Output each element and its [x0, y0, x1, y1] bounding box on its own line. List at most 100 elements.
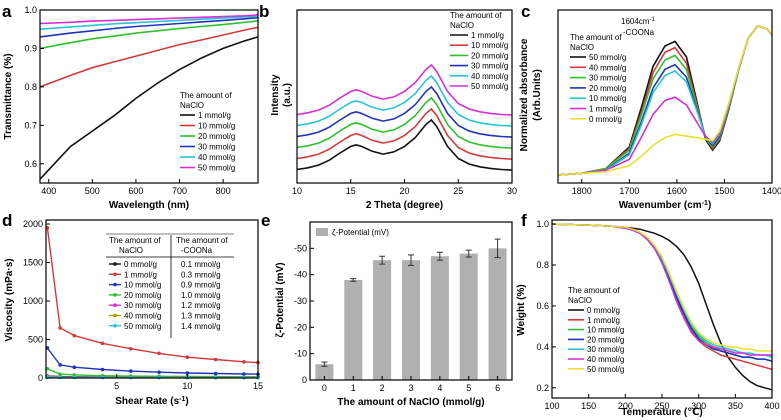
series-line-20mmolg — [296, 96, 513, 149]
bar-0 — [315, 364, 334, 380]
bar-2 — [373, 260, 392, 380]
x-tick-label: 100 — [544, 401, 559, 411]
legend-marker — [113, 272, 117, 277]
panel-c: 1800 1700 1600 1500 1400 Wavenumber (cm-1) Nor… — [519, 2, 781, 211]
series-line-1mmolg — [39, 36, 259, 180]
x-tick-label: 400 — [41, 186, 56, 196]
x-tick-label: 200 — [618, 401, 633, 411]
data-marker — [129, 346, 133, 351]
x-tick-label: 20 — [399, 186, 409, 196]
table-header: -COONa — [181, 246, 213, 255]
legend-entry: 20 mmol/g — [471, 51, 508, 60]
data-marker — [58, 372, 62, 376]
series-line-50mmolg — [551, 223, 772, 352]
panel-d: 5 10 15 0 500 1000 1500 2000 Shear Rate (s-1) Vis… — [2, 211, 263, 407]
data-marker — [213, 371, 218, 376]
x-axis-label: Wavelength (nm) — [109, 200, 189, 211]
x-tick-label: 600 — [128, 186, 143, 196]
bar-1 — [344, 279, 363, 380]
panel-b: 10 15 20 25 30 2 Theta (degree) Intensity (a.u.… — [259, 2, 517, 211]
legend-coona: 1.3 mmol/g — [181, 312, 221, 321]
legend-entry: 40 mmol/g — [471, 72, 508, 81]
legend-marker — [113, 293, 117, 297]
data-marker — [242, 372, 246, 376]
legend-title: The amount of — [450, 11, 502, 20]
legend-entry: 50 mmol/g — [589, 53, 626, 62]
y-tick-label: 0.9 — [24, 43, 37, 53]
legend-entry: 1 mmol/g — [124, 270, 157, 279]
data-marker — [58, 375, 62, 380]
bar-3 — [402, 260, 420, 380]
legend-entry: 50 mmol/g — [198, 164, 235, 173]
legend-entry: 40 mmol/g — [198, 153, 235, 162]
y-tick-label: 0.6 — [536, 301, 549, 311]
x-tick-label: 3 — [408, 383, 413, 393]
x-tick-label: 500 — [85, 186, 100, 196]
data-marker — [213, 357, 218, 362]
legend-entry: 50 mmol/g — [587, 365, 624, 374]
x-tick-label: 1 — [351, 383, 356, 393]
legend-entry: 30 mmol/g — [198, 143, 235, 152]
data-marker — [58, 363, 62, 367]
y-tick-label: 0.7 — [24, 120, 37, 130]
y-tick-label: -10 — [294, 349, 307, 359]
y-axis-label: ζ-Potential (mV) — [275, 262, 286, 337]
legend-entry: 10 mmol/g — [589, 94, 626, 103]
plot-frame — [45, 219, 259, 379]
panel-f: 100 150 200 250 300 350 400 0.2 0.4 0.6 0.8 1.0 Temp… — [516, 211, 780, 418]
legend-entry: 1 mmol/g — [471, 31, 504, 40]
y-tick-label: 0.4 — [536, 342, 549, 352]
series-line-10mmolg — [296, 107, 513, 160]
legend-coona: 0.1 mmol/g — [181, 260, 221, 269]
legend-coona: 1.2 mmol/g — [181, 301, 221, 310]
series-line-20mmolg — [39, 20, 259, 50]
y-tick-label: -50 — [294, 243, 307, 253]
series-line-1mmolg — [296, 118, 513, 171]
x-tick-label: 5 — [466, 383, 471, 393]
panel-label-d: d — [2, 211, 12, 230]
plot-frame — [557, 9, 773, 184]
series-line-0mmolg — [557, 24, 773, 176]
legend-entry: 0 mmol/g — [124, 260, 157, 269]
legend-entry: 40 mmol/g — [587, 355, 624, 364]
y-tick-label: 500 — [28, 335, 43, 345]
x-tick-label: 6 — [495, 383, 500, 393]
y-tick-label: 0 — [38, 373, 43, 383]
legend-entry: 30 mmol/g — [124, 301, 161, 310]
x-tick-label: 10 — [292, 186, 302, 196]
x-tick-label: 1800 — [572, 186, 592, 196]
y-tick-label: 1.0 — [24, 5, 37, 15]
x-tick-label: 25 — [453, 186, 463, 196]
x-axis-label: Wavenumber (cm-1) — [619, 200, 712, 212]
legend-entry: 40 mmol/g — [124, 312, 161, 321]
bar-5 — [459, 253, 478, 380]
x-tick-label: 1700 — [619, 186, 639, 196]
x-tick-label: 0 — [322, 383, 327, 393]
y-axis-label: Viscosity (mPa·s) — [4, 258, 15, 341]
y-tick-label: 0.2 — [536, 383, 549, 393]
y-tick-label: 0.6 — [24, 159, 37, 169]
panel-label-e: e — [261, 211, 270, 230]
x-tick-label: 15 — [253, 381, 263, 391]
legend-marker — [113, 313, 117, 318]
x-tick-label: 150 — [581, 401, 596, 411]
x-tick-label: 400 — [764, 401, 779, 411]
legend-title: NaClO — [570, 43, 594, 52]
legend-entry: 1 mmol/g — [589, 105, 622, 114]
panel-label-b: b — [259, 2, 269, 21]
series-line-30mmolg — [296, 85, 513, 138]
legend-title: NaClO — [180, 101, 204, 110]
legend-entry: 20 mmol/g — [198, 132, 235, 141]
peak-annotation-group: -COONa — [623, 28, 655, 37]
panel-label-a: a — [2, 2, 12, 21]
x-axis-label: Temperature (℃) — [621, 407, 702, 418]
data-marker — [242, 360, 246, 364]
y-axis-label: Weight (%) — [516, 284, 527, 335]
x-tick-label: 1600 — [667, 186, 687, 196]
data-marker — [157, 370, 161, 375]
y-tick-label: -40 — [294, 270, 307, 280]
panel-a: 400 500 600 700 800 0.6 0.7 0.8 0.9 1.0 Wavelength… — [2, 2, 259, 211]
legend-coona: 0.9 mmol/g — [181, 281, 221, 290]
legend-title: The amount of — [570, 33, 622, 42]
y-axis-label: Intensity — [270, 74, 281, 116]
